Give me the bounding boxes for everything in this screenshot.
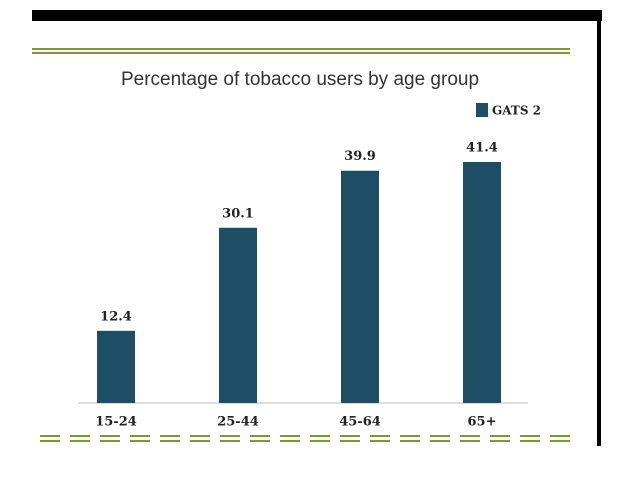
x-tick-label: 65+ <box>468 415 497 430</box>
bar <box>219 227 257 403</box>
x-tick-label: 25-44 <box>217 415 259 430</box>
chart-title: Percentage of tobacco users by age group <box>121 69 479 90</box>
bar <box>97 330 135 403</box>
data-label: 39.9 <box>344 149 376 164</box>
x-tick-label: 15-24 <box>95 415 137 430</box>
bar <box>341 170 379 403</box>
top-bar <box>32 10 602 21</box>
right-border <box>597 10 601 446</box>
bar <box>463 162 501 403</box>
data-label: 41.4 <box>466 141 498 156</box>
data-label: 12.4 <box>100 309 132 324</box>
x-tick-label: 45-64 <box>339 415 381 430</box>
data-label: 30.1 <box>222 206 254 221</box>
legend-label: GATS 2 <box>492 104 541 118</box>
legend-swatch <box>476 103 488 117</box>
